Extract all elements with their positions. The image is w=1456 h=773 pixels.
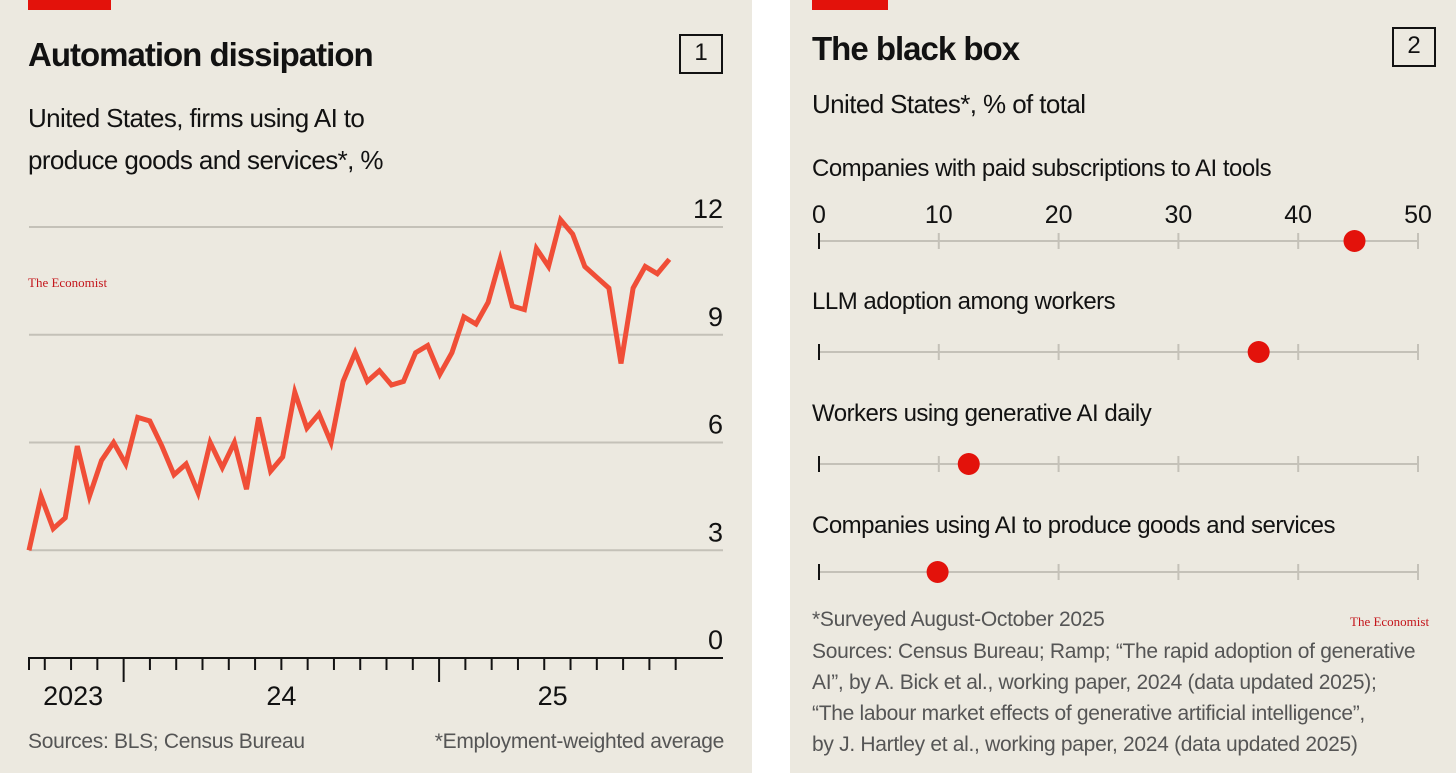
source-line: “The labour market effects of generative… <box>812 702 1365 725</box>
economist-logo: The Economist <box>1350 614 1430 629</box>
left-chart-panel: Automation dissipation 1 United States, … <box>0 0 752 773</box>
x-tick-label: 0 <box>812 201 826 229</box>
chart-subtitle: United States*, % of total <box>812 89 1086 119</box>
source-line: Sources: Census Bureau; Ramp; “The rapid… <box>812 640 1416 663</box>
x-tick-label: 30 <box>1164 201 1192 229</box>
line-chart: 0 3 6 9 12 2023 24 25 <box>26 194 723 711</box>
source-text: Sources: BLS; Census Bureau <box>28 730 305 753</box>
x-tick-label: 2023 <box>43 681 103 711</box>
x-tick-label: 40 <box>1284 201 1312 229</box>
source-line: AI”, by A. Bick et al., working paper, 2… <box>812 671 1377 694</box>
data-dot <box>1343 230 1366 252</box>
chart-number: 1 <box>679 34 723 74</box>
series-line-firms-using-ai <box>26 214 672 551</box>
accent-bar <box>812 0 888 10</box>
x-tick-label: 50 <box>1404 201 1432 229</box>
y-tick-label: 0 <box>708 625 723 655</box>
right-chart-panel: The black box 2 United States*, % of tot… <box>790 0 1456 773</box>
y-tick-label: 6 <box>708 410 723 440</box>
x-tick-label: 24 <box>266 681 296 711</box>
y-tick-label: 3 <box>708 517 723 547</box>
row-label: Companies with paid subscriptions to AI … <box>812 155 1272 182</box>
data-dot <box>926 561 949 583</box>
y-tick-label: 9 <box>708 302 723 332</box>
data-dot <box>957 453 980 475</box>
row-label: LLM adoption among workers <box>812 288 1116 315</box>
row-label: Workers using generative AI daily <box>812 400 1152 427</box>
footnote-text: *Surveyed August-October 2025 <box>812 608 1105 631</box>
data-dot <box>1247 341 1270 363</box>
accent-bar <box>28 0 111 10</box>
x-tick-label: 20 <box>1045 201 1073 229</box>
chart-title: Automation dissipation <box>28 36 374 73</box>
chart-subtitle-line2: produce goods and services*, % <box>28 145 383 175</box>
chart-title: The black box <box>812 30 1020 67</box>
y-tick-label: 12 <box>693 194 723 224</box>
economist-logo: The Economist <box>28 275 108 290</box>
footnote-text: *Employment-weighted average <box>434 730 725 753</box>
chart-subtitle-line1: United States, firms using AI to <box>28 103 365 133</box>
row-label: Companies using AI to produce goods and … <box>812 512 1336 539</box>
x-tick-label: 25 <box>538 681 568 711</box>
chart-number: 2 <box>1392 27 1436 67</box>
source-line: by J. Hartley et al., working paper, 202… <box>812 733 1358 756</box>
x-tick-label: 10 <box>925 201 953 229</box>
dot-chart: 0 10 20 30 40 50 <box>812 201 1432 583</box>
